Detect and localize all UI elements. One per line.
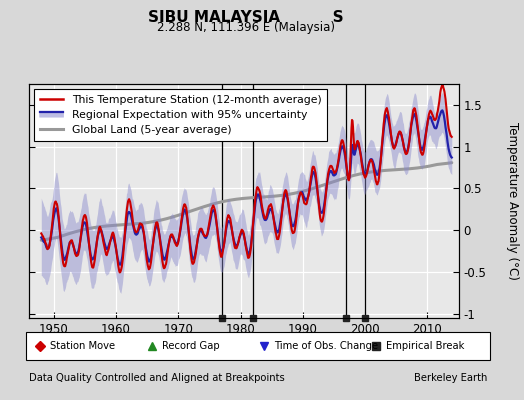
- Text: Record Gap: Record Gap: [162, 341, 220, 351]
- Text: Time of Obs. Change: Time of Obs. Change: [274, 341, 378, 351]
- Text: Berkeley Earth: Berkeley Earth: [414, 373, 487, 383]
- Y-axis label: Temperature Anomaly (°C): Temperature Anomaly (°C): [506, 122, 519, 280]
- Legend: This Temperature Station (12-month average), Regional Expectation with 95% uncer: This Temperature Station (12-month avera…: [34, 90, 328, 140]
- Text: Station Move: Station Move: [50, 341, 115, 351]
- Text: Empirical Break: Empirical Break: [386, 341, 464, 351]
- Text: SIBU MALAYSIA          S: SIBU MALAYSIA S: [148, 10, 344, 25]
- Text: 2.288 N, 111.396 E (Malaysia): 2.288 N, 111.396 E (Malaysia): [157, 21, 335, 34]
- Text: Data Quality Controlled and Aligned at Breakpoints: Data Quality Controlled and Aligned at B…: [29, 373, 285, 383]
